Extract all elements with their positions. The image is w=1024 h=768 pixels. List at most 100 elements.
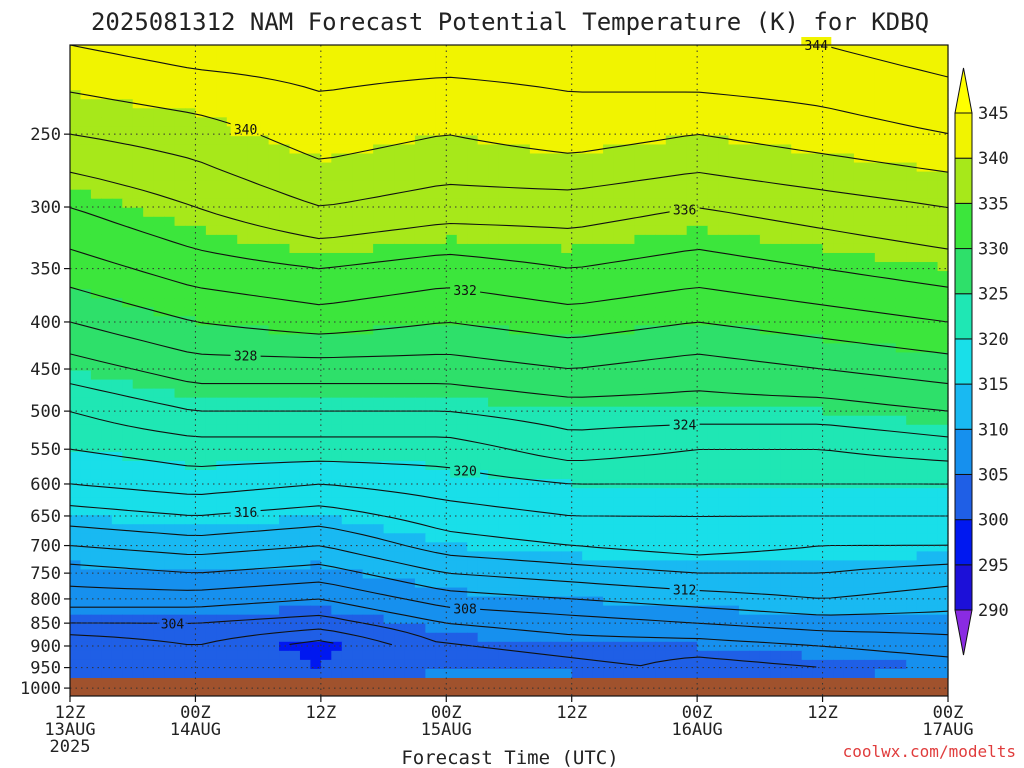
theta-cell — [885, 180, 897, 191]
theta-cell — [812, 207, 824, 218]
theta-cell — [279, 216, 291, 227]
theta-cell — [237, 361, 249, 372]
theta-cell — [812, 361, 824, 372]
theta-cell — [540, 479, 552, 489]
theta-cell — [697, 361, 709, 372]
theta-cell — [697, 234, 709, 245]
theta-cell — [373, 497, 385, 507]
theta-cell — [498, 560, 510, 571]
theta-cell — [655, 379, 667, 390]
theta-cell — [780, 234, 792, 245]
theta-cell — [320, 325, 332, 335]
theta-cell — [634, 99, 646, 109]
theta-cell — [676, 171, 688, 182]
theta-cell — [791, 63, 803, 73]
theta-cell — [937, 361, 949, 372]
theta-cell — [749, 108, 761, 118]
theta-cell — [268, 271, 280, 281]
theta-cell — [70, 289, 82, 299]
theta-cell — [603, 379, 615, 390]
theta-cell — [153, 171, 165, 182]
theta-cell — [728, 153, 740, 164]
theta-cell — [341, 126, 353, 137]
theta-cell — [80, 243, 92, 254]
theta-cell — [352, 126, 364, 137]
theta-cell — [362, 316, 374, 326]
theta-cell — [759, 325, 771, 335]
theta-cell — [352, 289, 364, 299]
theta-cell — [341, 216, 353, 227]
theta-cell — [592, 352, 604, 363]
theta-cell — [341, 542, 353, 552]
theta-cell — [644, 533, 656, 543]
theta-cell — [226, 307, 238, 317]
theta-cell — [226, 262, 238, 272]
theta-cell — [226, 225, 238, 236]
theta-cell — [341, 54, 353, 64]
theta-cell — [122, 171, 134, 182]
theta-cell — [205, 234, 217, 245]
theta-cell — [853, 298, 865, 308]
theta-cell — [927, 524, 939, 534]
theta-cell — [258, 189, 270, 200]
theta-cell — [111, 415, 123, 426]
theta-cell — [143, 153, 155, 164]
theta-cell — [927, 234, 939, 245]
theta-cell — [571, 442, 583, 453]
theta-cell — [822, 180, 834, 191]
theta-cell — [718, 370, 730, 381]
theta-cell — [582, 352, 594, 363]
theta-cell — [205, 307, 217, 317]
theta-cell — [425, 497, 437, 507]
theta-cell — [571, 343, 583, 354]
theta-cell — [362, 54, 374, 64]
theta-cell — [373, 144, 385, 155]
theta-cell — [467, 343, 479, 354]
theta-cell — [446, 126, 458, 137]
theta-cell — [603, 72, 615, 82]
theta-cell — [90, 578, 102, 589]
theta-cell — [373, 515, 385, 525]
theta-cell — [916, 533, 928, 543]
theta-cell — [738, 207, 751, 218]
theta-cell — [582, 117, 594, 127]
theta-cell — [216, 316, 228, 326]
theta-cell — [331, 117, 343, 127]
theta-cell — [216, 506, 228, 516]
theta-cell — [895, 497, 907, 507]
theta-cell — [310, 234, 322, 245]
theta-cell — [906, 316, 918, 326]
theta-cell — [864, 533, 876, 543]
theta-cell — [780, 515, 792, 525]
theta-cell — [927, 370, 939, 381]
theta-cell — [258, 216, 270, 227]
theta-cell — [164, 189, 176, 200]
theta-cell — [70, 551, 82, 562]
theta-cell — [561, 234, 573, 245]
theta-cell — [498, 99, 510, 109]
theta-cell — [770, 99, 782, 109]
theta-cell — [665, 469, 677, 480]
theta-cell — [623, 271, 636, 281]
theta-cell — [780, 198, 792, 209]
theta-cell — [895, 171, 907, 182]
theta-cell — [352, 325, 364, 335]
theta-cell — [613, 379, 625, 390]
theta-cell — [341, 479, 353, 489]
theta-cell — [362, 469, 374, 480]
theta-cell — [665, 334, 677, 345]
theta-cell — [383, 90, 395, 100]
theta-cell — [289, 569, 301, 580]
theta-cell — [70, 542, 82, 552]
theta-cell — [456, 433, 468, 444]
theta-cell — [519, 108, 531, 118]
theta-cell — [613, 497, 625, 507]
theta-cell — [258, 325, 270, 335]
theta-cell — [812, 497, 824, 507]
theta-cell — [383, 153, 395, 164]
theta-cell — [279, 144, 291, 155]
theta-cell — [394, 298, 406, 308]
theta-cell — [613, 415, 625, 426]
theta-cell — [310, 307, 322, 317]
theta-cell — [331, 451, 343, 462]
